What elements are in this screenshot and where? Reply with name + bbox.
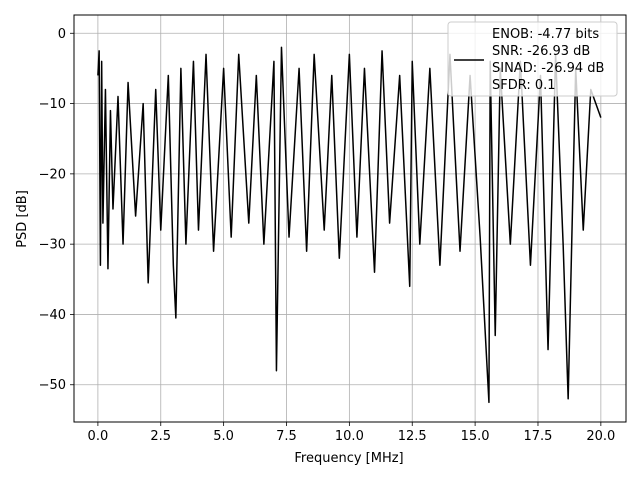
y-tick-label: −30 bbox=[39, 238, 66, 253]
x-tick-label: 17.5 bbox=[524, 429, 553, 444]
legend-enob: ENOB: -4.77 bits bbox=[492, 27, 599, 42]
y-tick-label: −40 bbox=[39, 308, 66, 323]
x-tick-label: 15.0 bbox=[461, 429, 490, 444]
x-tick-label: 7.5 bbox=[276, 429, 297, 444]
x-tick-label: 2.5 bbox=[150, 429, 171, 444]
legend-snr: SNR: -26.93 dB bbox=[492, 44, 590, 59]
x-axis-title: Frequency [MHz] bbox=[294, 451, 403, 466]
x-tick-label: 0.0 bbox=[88, 429, 109, 444]
y-axis-ticks: 0 −10 −20 −30 −40 −50 bbox=[39, 27, 74, 393]
legend-sfdr: SFDR: 0.1 bbox=[492, 78, 556, 93]
legend-box bbox=[447, 21, 618, 97]
legend-sinad: SINAD: -26.94 dB bbox=[492, 61, 604, 76]
y-tick-label: −50 bbox=[39, 378, 66, 393]
x-tick-label: 12.5 bbox=[398, 429, 427, 444]
plot-area-frame bbox=[73, 14, 627, 423]
y-axis-title: PSD [dB] bbox=[15, 190, 30, 248]
x-axis-ticks: 0.0 2.5 5.0 7.5 10.0 12.5 15.0 17.5 20.0 bbox=[88, 422, 615, 444]
legend: ENOB: -4.77 bits SNR: -26.93 dB SINAD: -… bbox=[447, 21, 618, 97]
x-tick-label: 20.0 bbox=[586, 429, 615, 444]
y-tick-label: −10 bbox=[39, 97, 66, 112]
psd-series-line bbox=[97, 46, 602, 404]
x-tick-label: 5.0 bbox=[213, 429, 234, 444]
x-tick-label: 10.0 bbox=[335, 429, 364, 444]
y-tick-label: 0 bbox=[58, 27, 66, 42]
y-tick-label: −20 bbox=[39, 167, 66, 182]
